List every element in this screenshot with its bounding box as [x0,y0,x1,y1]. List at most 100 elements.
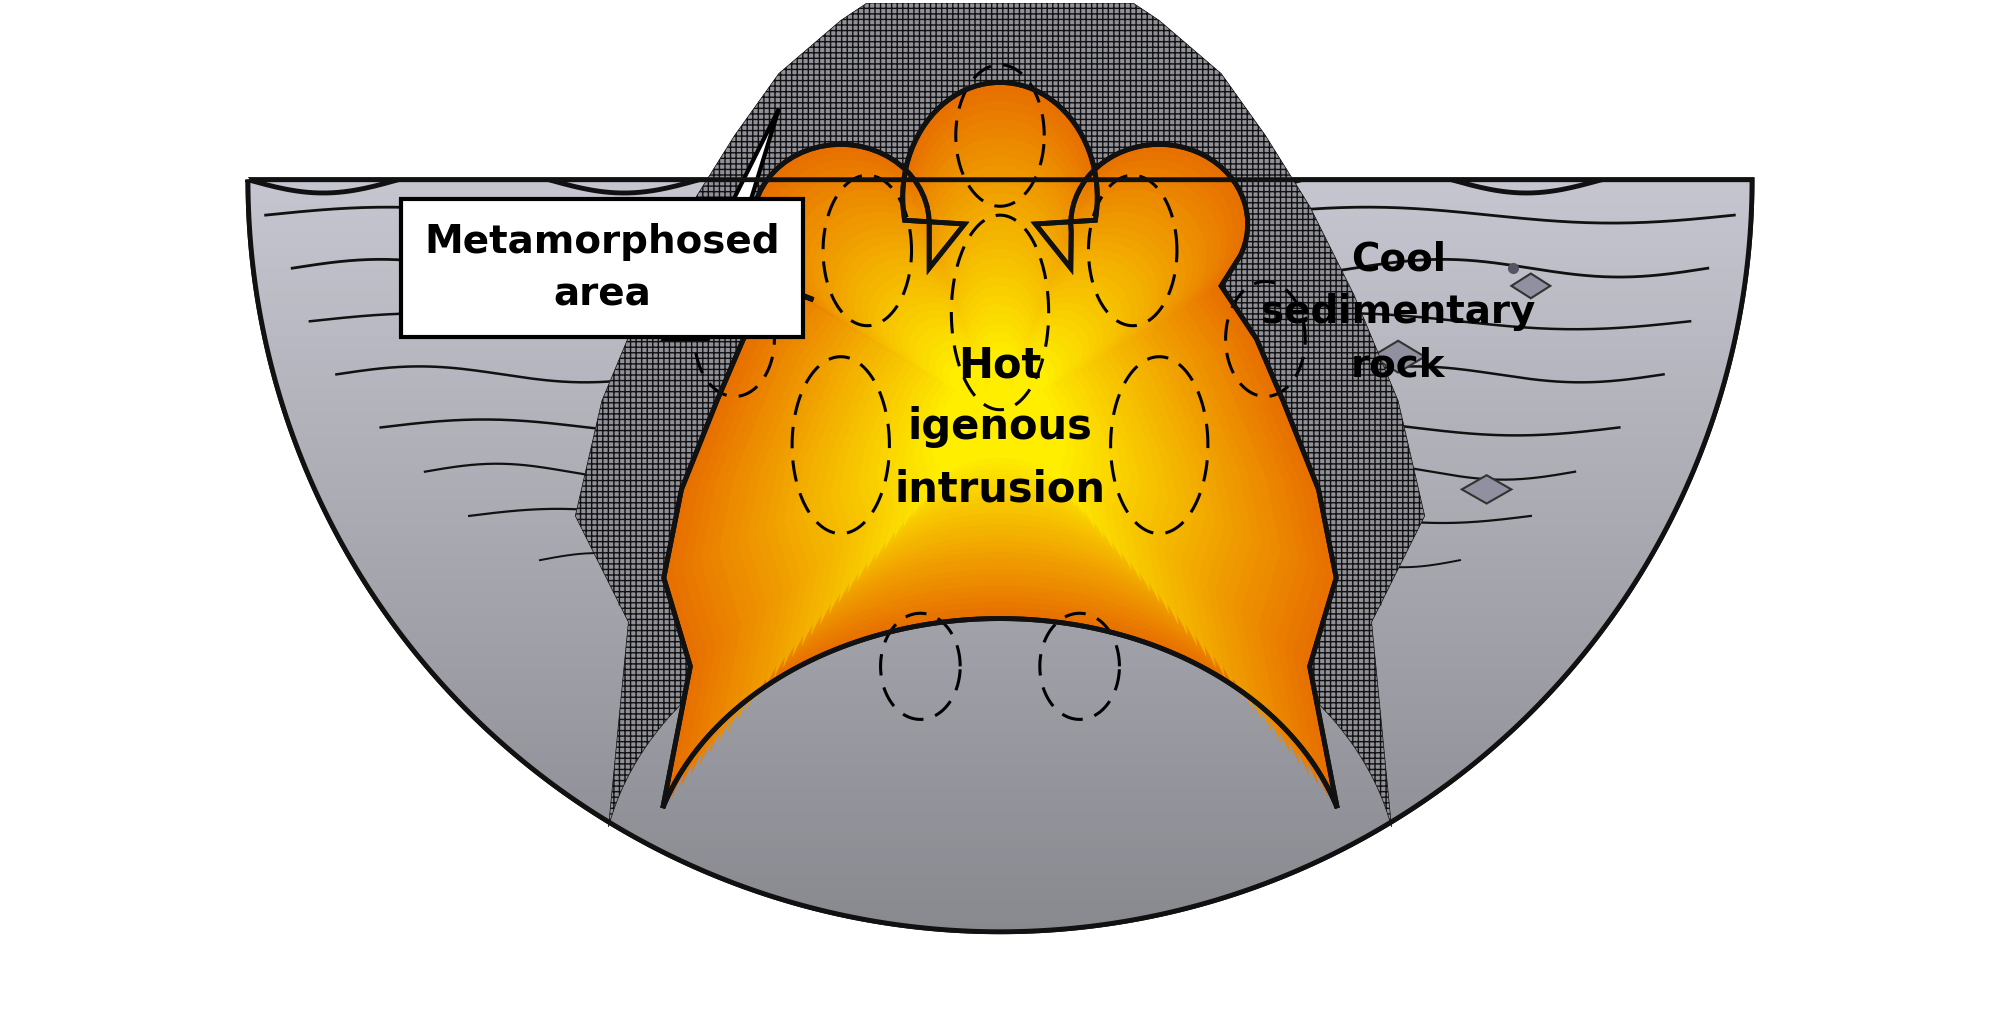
Polygon shape [160,819,1840,826]
Polygon shape [160,431,1840,437]
Polygon shape [764,184,1234,690]
Polygon shape [160,405,1840,411]
Polygon shape [160,261,1840,267]
Polygon shape [160,286,1840,293]
Polygon shape [718,138,1282,744]
Polygon shape [664,108,778,339]
Polygon shape [912,332,1084,518]
Polygon shape [160,870,1840,876]
Polygon shape [662,83,1338,808]
Polygon shape [160,487,1840,493]
Polygon shape [904,323,1094,528]
Polygon shape [830,249,1168,614]
Polygon shape [700,120,1300,765]
Polygon shape [876,295,1122,561]
Polygon shape [160,293,1840,299]
Polygon shape [160,844,1840,850]
Polygon shape [830,249,1168,614]
Polygon shape [160,738,1840,744]
Polygon shape [160,505,1840,512]
Polygon shape [160,381,1840,387]
Polygon shape [160,800,1840,806]
Polygon shape [160,249,1840,255]
Text: Cool
sedimentary
rock: Cool sedimentary rock [1260,240,1536,385]
Polygon shape [682,101,1318,787]
Polygon shape [160,549,1840,555]
Polygon shape [662,83,1338,808]
Polygon shape [838,258,1160,604]
Polygon shape [160,856,1840,862]
Polygon shape [160,205,1840,211]
Polygon shape [858,276,1140,582]
Polygon shape [160,512,1840,518]
Polygon shape [160,374,1840,381]
Polygon shape [160,612,1840,619]
Polygon shape [160,794,1840,800]
Polygon shape [160,343,1840,349]
Polygon shape [672,92,1328,797]
Polygon shape [160,862,1840,870]
Polygon shape [160,192,1840,198]
Polygon shape [160,826,1840,832]
Polygon shape [160,593,1840,599]
Polygon shape [746,166,1254,711]
Polygon shape [160,662,1840,669]
Polygon shape [160,806,1840,812]
Polygon shape [160,355,1840,361]
Polygon shape [704,382,766,420]
Polygon shape [160,274,1840,280]
Polygon shape [736,157,1262,722]
Polygon shape [710,129,1290,754]
Polygon shape [160,531,1840,537]
Polygon shape [160,499,1840,505]
Polygon shape [160,305,1840,311]
Polygon shape [736,157,1262,722]
Polygon shape [820,239,1178,625]
Polygon shape [160,255,1840,261]
Polygon shape [672,92,1328,797]
Polygon shape [160,180,1840,186]
Polygon shape [160,775,1840,782]
Polygon shape [848,267,1150,592]
Polygon shape [160,838,1840,844]
Polygon shape [160,706,1840,712]
Polygon shape [700,120,1300,765]
Polygon shape [576,0,1424,827]
Polygon shape [160,850,1840,856]
Polygon shape [912,332,1084,518]
Polygon shape [160,581,1840,587]
Polygon shape [728,147,1272,732]
Polygon shape [160,788,1840,794]
Polygon shape [160,198,1840,205]
Polygon shape [160,575,1840,581]
Polygon shape [160,211,1840,217]
Polygon shape [160,399,1840,405]
Polygon shape [160,236,1840,242]
Polygon shape [160,468,1840,475]
Polygon shape [682,101,1318,787]
Polygon shape [160,481,1840,487]
Polygon shape [160,543,1840,549]
Polygon shape [802,221,1198,647]
Polygon shape [160,631,1840,637]
Text: Hot
igenous
intrusion: Hot igenous intrusion [894,345,1106,510]
Polygon shape [160,888,1840,894]
Polygon shape [160,367,1840,374]
Polygon shape [160,700,1840,706]
Polygon shape [764,184,1234,690]
Polygon shape [160,217,1840,224]
Polygon shape [160,443,1840,449]
Polygon shape [160,230,1840,236]
Polygon shape [756,175,1244,701]
Polygon shape [160,625,1840,631]
Polygon shape [848,267,1150,592]
Polygon shape [160,537,1840,543]
Polygon shape [160,562,1840,568]
Polygon shape [160,769,1840,775]
Polygon shape [160,882,1840,888]
Polygon shape [160,687,1840,694]
Polygon shape [662,83,1338,808]
Polygon shape [876,295,1122,561]
Polygon shape [160,324,1840,330]
Polygon shape [894,313,1104,539]
